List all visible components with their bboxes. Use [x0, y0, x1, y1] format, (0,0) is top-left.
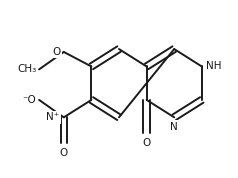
- Text: O: O: [143, 138, 151, 148]
- Text: O: O: [60, 148, 68, 158]
- Text: CH₃: CH₃: [17, 64, 36, 74]
- Text: N⁺: N⁺: [46, 112, 60, 122]
- Text: NH: NH: [206, 61, 222, 72]
- Text: ⁻O: ⁻O: [22, 95, 36, 105]
- Text: O: O: [53, 47, 61, 57]
- Text: N: N: [170, 122, 178, 132]
